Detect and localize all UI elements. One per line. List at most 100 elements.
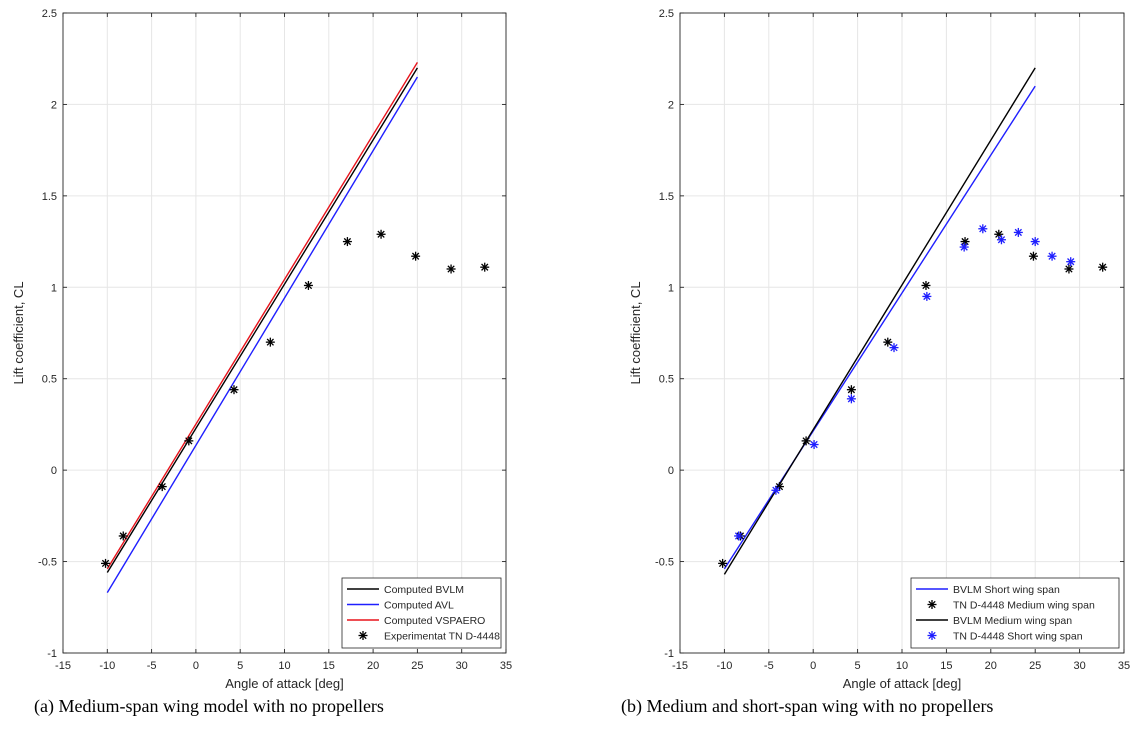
x-tick-label: 10 [896, 660, 908, 672]
data-point [303, 280, 313, 290]
data-point [959, 242, 969, 252]
marker-stroke [1099, 263, 1107, 271]
y-tick-label: 1 [668, 282, 674, 294]
x-tick-label: 10 [278, 660, 290, 672]
data-point [446, 264, 456, 274]
caption-a: (a) Medium-span wing model with no prope… [34, 696, 384, 716]
x-tick-label: 0 [193, 660, 199, 672]
y-tick-label: 0.5 [42, 374, 57, 386]
data-point [229, 385, 239, 395]
data-point [157, 482, 167, 492]
data-point [921, 280, 931, 290]
x-tick-label: 30 [456, 660, 468, 672]
y-tick-label: 2 [668, 99, 674, 111]
x-tick-label: -10 [99, 660, 115, 672]
y-axis-label: Lift coefficient, CL [628, 281, 643, 384]
chart-a: -15 -10 -5 0 5 10 15 20 25 30 35 -1 -0.5 0 0.5 1 1.5 2 2.5… [11, 8, 512, 691]
x-tick-label: 25 [411, 660, 423, 672]
x-tick-label: 35 [500, 660, 512, 672]
data-point [1030, 237, 1040, 247]
legend-marker-swatch [358, 631, 368, 640]
legend-label: Computed AVL [384, 600, 454, 612]
x-tick-label: -5 [147, 660, 157, 672]
marker-stroke [1048, 252, 1056, 260]
legend-label: Computed BVLM [384, 584, 464, 596]
y-tick-label: -1 [664, 648, 674, 660]
y-tick-label: -0.5 [655, 557, 674, 569]
marker-stroke [101, 559, 110, 568]
marker-stroke [1067, 258, 1075, 266]
marker-stroke [960, 243, 968, 251]
x-tick-label: -10 [716, 660, 732, 672]
marker-stroke [119, 532, 127, 540]
y-tick-label: 2 [51, 99, 57, 111]
x-tick-label: 15 [940, 660, 952, 672]
marker-stroke [304, 281, 313, 290]
y-tick-label: 2.5 [42, 8, 57, 20]
y-tick-label: 1.5 [659, 191, 674, 203]
data-point [376, 229, 386, 239]
marker-stroke [922, 281, 930, 290]
data-point [1066, 257, 1076, 267]
legend-marker-swatch [927, 631, 937, 640]
data-point [809, 440, 819, 450]
marker-stroke [447, 265, 455, 273]
y-tick-label: 1 [51, 282, 57, 294]
marker-stroke [343, 237, 352, 246]
x-tick-label: 0 [810, 660, 816, 672]
marker-stroke [802, 437, 810, 445]
legend-label: Experimentat TN D-4448 [384, 631, 500, 643]
y-tick-label: 0 [668, 465, 674, 477]
data-point [771, 485, 781, 495]
data-point [846, 385, 856, 395]
x-tick-label: 25 [1029, 660, 1041, 672]
data-point [846, 394, 856, 404]
marker-stroke [230, 386, 238, 394]
data-point [734, 531, 744, 541]
chart-b: -15 -10 -5 0 5 10 15 20 25 30 35 -1 -0.5 0 0.5 1 1.5 2 2.5… [628, 8, 1130, 691]
series-line [723, 85, 1036, 570]
y-tick-label: 0 [51, 465, 57, 477]
marker-stroke [884, 338, 892, 346]
y-tick-label: -0.5 [38, 557, 57, 569]
marker-stroke [995, 230, 1003, 238]
caption-b: (b) Medium and short-span wing with no p… [621, 696, 994, 716]
legend-marker-swatch [927, 600, 937, 609]
data-point [118, 531, 128, 541]
x-tick-label: 30 [1073, 660, 1085, 672]
y-axis-label: Lift coefficient, CL [11, 281, 26, 384]
data-point [480, 262, 490, 272]
marker-stroke [185, 437, 193, 445]
marker-stroke [481, 263, 489, 271]
data-point [996, 235, 1006, 245]
marker-stroke [1065, 265, 1073, 273]
marker-stroke [1029, 252, 1038, 260]
x-axis-label: Angle of attack [deg] [225, 676, 344, 691]
marker-stroke [718, 559, 727, 568]
data-point [889, 343, 899, 353]
marker-stroke [890, 343, 898, 352]
series-line [106, 76, 418, 594]
legend-label: TN D-4448 Short wing span [953, 631, 1083, 643]
marker-stroke [928, 631, 936, 640]
data-point [342, 237, 352, 247]
x-tick-label: 15 [323, 660, 335, 672]
data-point [960, 237, 970, 247]
data-point [922, 291, 932, 301]
marker-stroke [847, 386, 856, 394]
x-tick-label: 20 [985, 660, 997, 672]
marker-stroke [1014, 228, 1022, 237]
legend-label: BVLM Medium wing span [953, 615, 1072, 627]
data-point [1047, 251, 1057, 261]
marker-stroke [1031, 237, 1039, 246]
marker-stroke [923, 292, 931, 301]
data-point [101, 558, 111, 568]
data-point [978, 224, 988, 234]
marker-stroke [847, 395, 856, 403]
data-point [883, 337, 893, 347]
x-axis-label: Angle of attack [deg] [843, 676, 962, 691]
x-tick-label: 5 [237, 660, 243, 672]
marker-stroke [979, 225, 987, 233]
legend: Computed BVLM Computed AVL Computed VSPAER… [341, 577, 502, 649]
